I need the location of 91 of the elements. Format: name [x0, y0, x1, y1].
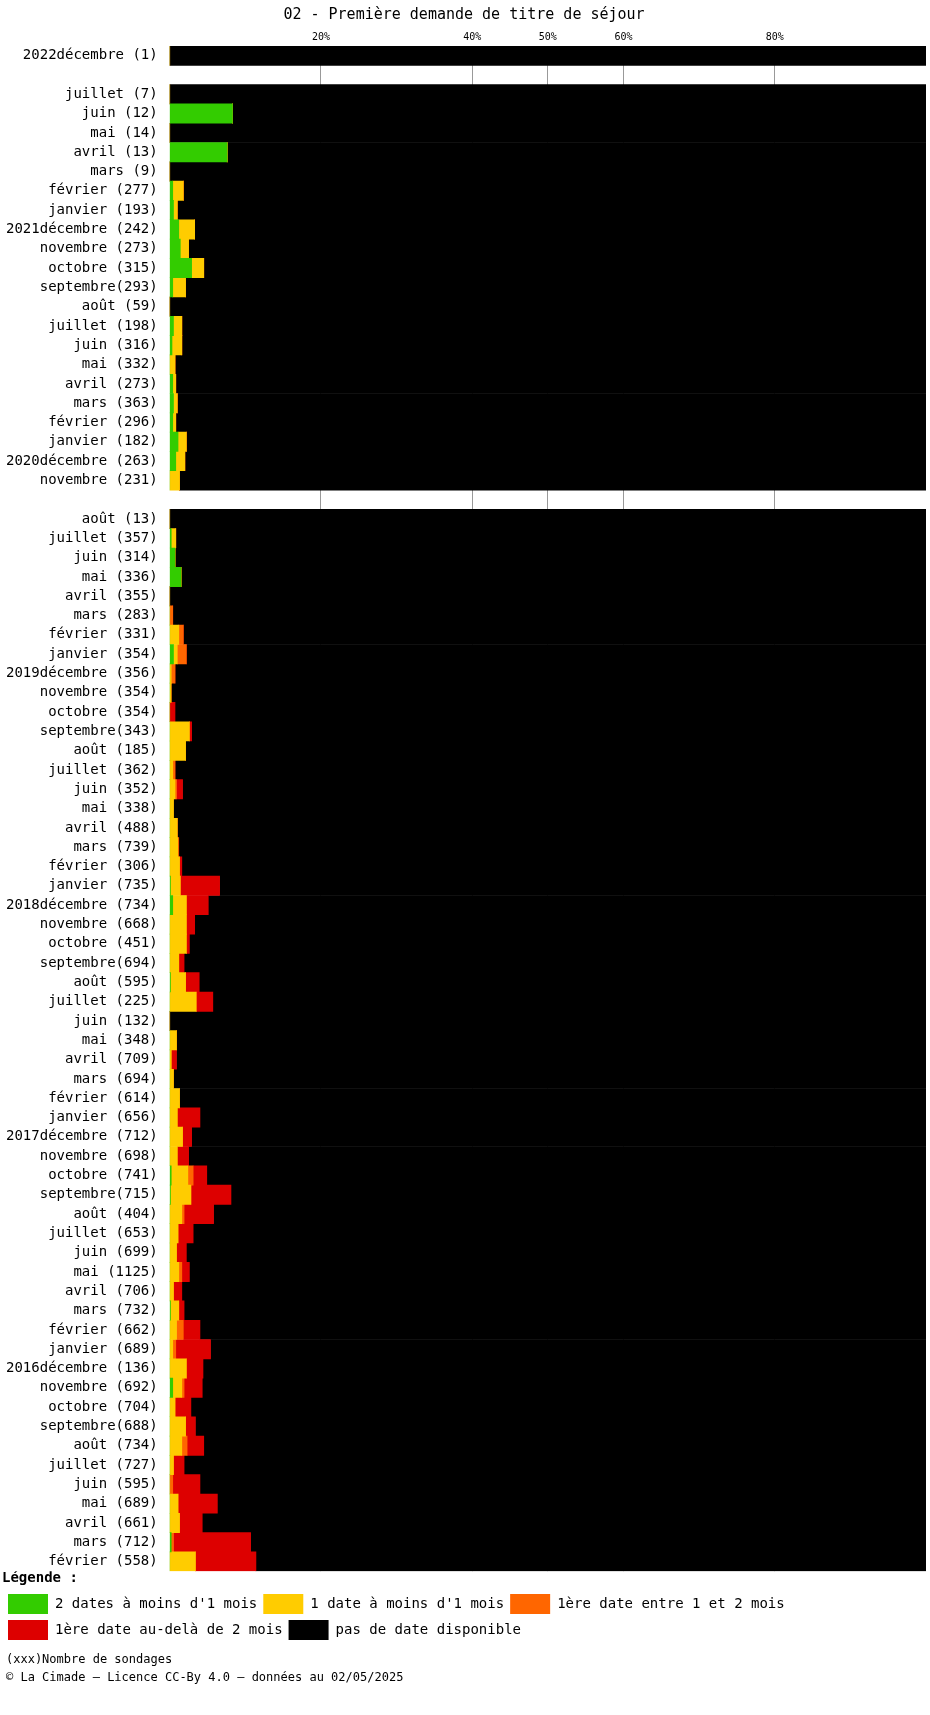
- legend-label: 1ère date entre 1 et 2 mois: [557, 1594, 785, 1611]
- y-tick-label: juin (595): [73, 1474, 158, 1491]
- y-tick-label: 2017décembre (712): [6, 1127, 158, 1144]
- y-tick-label: janvier (354): [48, 644, 158, 661]
- y-tick-label: juillet (653): [48, 1223, 158, 1240]
- y-tick-label: 2021décembre (242): [6, 220, 158, 237]
- y-tick-label: octobre (741): [48, 1166, 158, 1183]
- legend-label: 2 dates à moins d'1 mois: [55, 1594, 258, 1611]
- y-tick-label: juin (132): [73, 1011, 158, 1028]
- text: (xxx)Nombre de sondages: [5, 1651, 174, 1668]
- legend-title: Légende :: [2, 1568, 78, 1585]
- y-tick-label: mars (9): [90, 162, 158, 179]
- y-tick-label: février (558): [48, 1552, 158, 1569]
- y-tick-label: juillet (727): [48, 1455, 158, 1472]
- y-tick-label: novembre (273): [39, 239, 158, 256]
- x-tick-label: 60%: [614, 30, 633, 42]
- y-tick-label: janvier (656): [48, 1108, 158, 1125]
- y-tick-label: janvier (193): [48, 200, 158, 217]
- y-tick-label: septembre(688): [39, 1417, 158, 1434]
- x-tick-label: 80%: [765, 30, 784, 42]
- y-tick-label: avril (355): [65, 586, 158, 603]
- y-tick-label: avril (273): [65, 374, 158, 391]
- y-tick-label: septembre(343): [39, 722, 158, 739]
- y-tick-label: juin (314): [73, 548, 158, 565]
- y-tick-label: octobre (354): [48, 702, 158, 719]
- y-tick-label: juin (316): [73, 335, 158, 352]
- y-tick-label: mai (332): [81, 355, 158, 372]
- y-tick-label: février (306): [48, 857, 158, 874]
- y-tick-label: mars (694): [73, 1069, 158, 1086]
- y-tick-label: septembre(715): [39, 1185, 158, 1202]
- y-tick-label: juin (352): [73, 779, 158, 796]
- y-tick-label: janvier (182): [48, 432, 158, 449]
- y-tick-label: janvier (689): [48, 1339, 158, 1356]
- y-tick-label: octobre (451): [48, 934, 158, 951]
- y-tick-label: août (13): [81, 509, 158, 526]
- y-tick-label: mai (1125): [73, 1262, 158, 1279]
- y-tick-label: mai (689): [81, 1494, 158, 1511]
- chart-title: 02 - Première demande de titre de séjour: [283, 4, 645, 23]
- y-tick-label: novembre (354): [39, 683, 158, 700]
- y-tick-label: mai (348): [81, 1030, 158, 1047]
- y-tick-label: octobre (315): [48, 258, 158, 275]
- legend-label: 1ère date au-delà de 2 mois: [55, 1620, 283, 1637]
- y-tick-label: juillet (362): [48, 760, 158, 777]
- y-tick-label: juillet (198): [48, 316, 158, 333]
- y-tick-label: août (59): [81, 297, 158, 314]
- y-tick-label: mai (338): [81, 799, 158, 816]
- y-tick-label: mai (336): [81, 567, 158, 584]
- y-tick-label: juillet (357): [48, 528, 158, 545]
- y-tick-label: avril (13): [73, 142, 158, 159]
- y-tick-label: juillet (7): [65, 84, 158, 101]
- y-tick-label: mars (739): [73, 837, 158, 854]
- y-tick-label: septembre(694): [39, 953, 158, 970]
- y-tick-label: août (185): [73, 741, 158, 758]
- y-tick-label: février (277): [48, 181, 158, 198]
- y-tick-label: mai (14): [90, 123, 158, 140]
- y-tick-label: novembre (668): [39, 915, 158, 932]
- y-tick-label: juillet (225): [48, 992, 158, 1009]
- y-tick-label: novembre (698): [39, 1146, 158, 1163]
- y-tick-label: avril (661): [65, 1513, 158, 1530]
- y-tick-label: juin (12): [81, 104, 158, 121]
- y-tick-label: février (296): [48, 413, 158, 430]
- y-tick-label: août (595): [73, 973, 158, 989]
- y-tick-label: mars (712): [73, 1532, 158, 1549]
- x-tick-label: 20%: [311, 30, 330, 42]
- legend-label: pas de date disponible: [335, 1620, 522, 1637]
- y-tick-label: 2016décembre (136): [6, 1359, 158, 1376]
- y-tick-label: mars (732): [73, 1301, 158, 1318]
- y-tick-label: mars (283): [73, 606, 158, 623]
- y-tick-label: juin (699): [73, 1243, 158, 1260]
- y-tick-label: février (614): [48, 1088, 158, 1105]
- legend-label: 1 date à moins d'1 mois: [310, 1594, 505, 1611]
- x-tick-label: 50%: [538, 30, 557, 42]
- y-tick-label: novembre (692): [39, 1378, 158, 1395]
- y-tick-label: avril (706): [65, 1281, 158, 1298]
- y-tick-label: mars (363): [73, 393, 158, 410]
- y-tick-label: 2020décembre (263): [6, 451, 158, 468]
- y-tick-label: avril (709): [65, 1050, 158, 1067]
- y-tick-label: février (662): [48, 1320, 158, 1337]
- x-tick-label: 40%: [463, 30, 482, 42]
- y-tick-label: 2018décembre (734): [6, 895, 158, 912]
- y-tick-label: 2022décembre (1): [22, 46, 158, 63]
- y-tick-label: août (734): [73, 1436, 158, 1453]
- y-tick-label: février (331): [48, 625, 158, 642]
- y-tick-label: septembre(293): [39, 277, 158, 294]
- y-tick-label: novembre (231): [39, 471, 158, 488]
- y-tick-label: 2019décembre (356): [6, 664, 158, 681]
- y-tick-label: janvier (735): [48, 876, 158, 893]
- y-tick-label: août (404): [73, 1204, 158, 1221]
- text: © La Cimade — Licence CC-By 4.0 — données au 02/05/2025: [5, 1669, 405, 1686]
- y-tick-label: octobre (704): [48, 1397, 158, 1414]
- y-tick-label: avril (488): [65, 818, 158, 835]
